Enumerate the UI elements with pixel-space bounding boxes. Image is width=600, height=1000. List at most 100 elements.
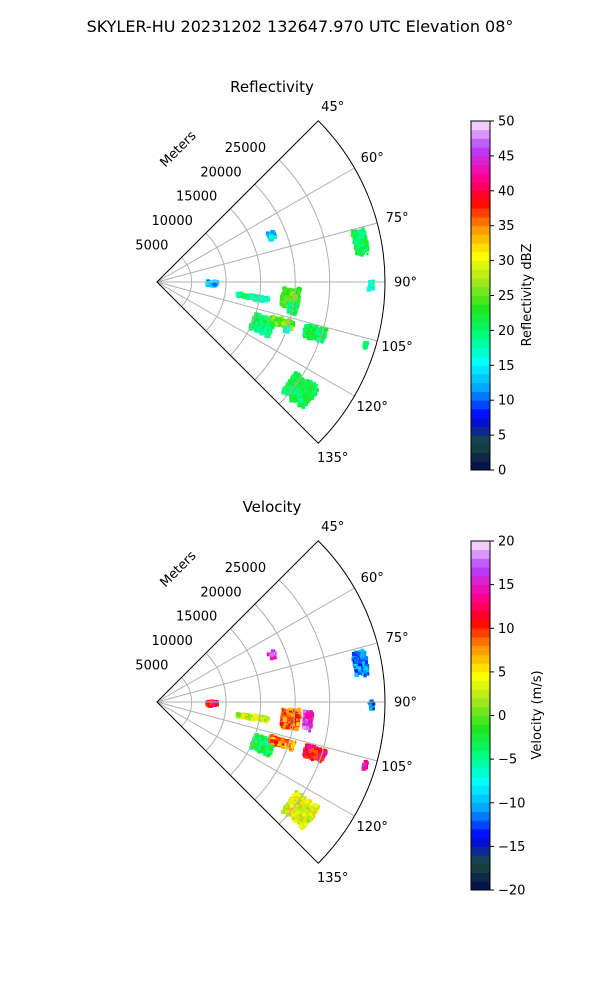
range-tick-label: 5000 bbox=[135, 239, 168, 254]
echo-gate bbox=[362, 766, 367, 771]
range-tick-label: 20000 bbox=[200, 165, 241, 180]
echo-gate bbox=[369, 283, 372, 286]
colorbar-segment bbox=[471, 138, 490, 148]
echo-region bbox=[301, 709, 315, 733]
azimuth-tick-label: 120° bbox=[357, 400, 388, 415]
echo-gate bbox=[372, 703, 375, 706]
echo-gate bbox=[302, 826, 306, 829]
echo-gate bbox=[297, 395, 300, 398]
echo-gate bbox=[206, 704, 209, 707]
echo-gate bbox=[363, 345, 368, 349]
echo-gate bbox=[263, 319, 268, 324]
echo-gate bbox=[285, 319, 290, 325]
echo-region bbox=[281, 371, 319, 409]
echo-gate bbox=[283, 711, 287, 715]
colorbar-segment bbox=[471, 863, 490, 873]
echo-gate bbox=[254, 325, 258, 328]
colorbar-tick-label: 0 bbox=[498, 464, 506, 479]
echo-gate bbox=[289, 319, 294, 324]
echo-gate bbox=[294, 812, 299, 816]
colorbar-segment bbox=[471, 811, 490, 821]
colorbar-segment bbox=[471, 260, 490, 270]
echo-gate bbox=[263, 329, 268, 334]
echo-region bbox=[351, 648, 370, 678]
echo-gate bbox=[250, 715, 253, 719]
colorbar-segment bbox=[471, 698, 490, 708]
echo-gate bbox=[360, 245, 365, 250]
echo-gate bbox=[311, 751, 316, 756]
echo-gate bbox=[249, 745, 254, 750]
echo-gate bbox=[294, 708, 298, 712]
echo-gate bbox=[273, 656, 277, 660]
polar-grid bbox=[156, 120, 386, 444]
echo-gate bbox=[288, 707, 293, 712]
echo-gate bbox=[291, 374, 296, 379]
echo-gate bbox=[255, 742, 260, 747]
figure-suptitle: SKYLER-HU 20231202 132647.970 UTC Elevat… bbox=[87, 17, 514, 36]
echo-gate bbox=[302, 333, 305, 336]
colorbar-segment bbox=[471, 558, 490, 568]
echo-gate bbox=[255, 733, 258, 737]
echo-gate bbox=[298, 403, 304, 408]
azimuth-gridline bbox=[156, 281, 355, 397]
polar-grid bbox=[156, 540, 386, 864]
echo-gate bbox=[263, 716, 266, 720]
colorbar-segment bbox=[471, 645, 490, 655]
echo-gate bbox=[305, 812, 310, 817]
colorbar-segment bbox=[471, 750, 490, 760]
echo-gate bbox=[295, 799, 299, 803]
echo-gate bbox=[269, 317, 272, 321]
colorbar-segment bbox=[471, 417, 490, 427]
colorbar-segment bbox=[471, 636, 490, 647]
echo-gate bbox=[318, 327, 323, 333]
echo-gate bbox=[281, 302, 286, 307]
echo-gate bbox=[364, 340, 370, 346]
colorbar-tick-label: −20 bbox=[498, 884, 525, 899]
echo-gate bbox=[312, 803, 316, 807]
echo-gate bbox=[260, 324, 264, 327]
echo-gate bbox=[296, 800, 301, 805]
echo-gate bbox=[276, 737, 280, 741]
echo-gate bbox=[252, 323, 256, 327]
range-tick-label: 25000 bbox=[225, 561, 266, 576]
echo-gate bbox=[306, 393, 310, 397]
echo-gate bbox=[281, 295, 285, 299]
echo-gate bbox=[269, 238, 272, 241]
azimuth-gridline bbox=[156, 167, 355, 283]
echo-gate bbox=[297, 400, 302, 405]
colorbar-segment bbox=[471, 190, 490, 200]
echo-gate bbox=[282, 288, 286, 292]
echo-gate bbox=[309, 389, 312, 392]
echo-gate bbox=[265, 297, 270, 302]
colorbar-segment bbox=[471, 794, 490, 804]
echo-gate bbox=[363, 764, 368, 770]
echo-gate bbox=[307, 805, 312, 810]
echo-gate bbox=[321, 335, 325, 339]
echo-gate bbox=[265, 719, 268, 722]
panel-title: Reflectivity bbox=[230, 78, 314, 96]
colorbar-tick-label: 20 bbox=[498, 324, 515, 339]
echo-gate bbox=[308, 335, 314, 341]
colorbar-segment bbox=[471, 391, 490, 401]
range-tick-label: 15000 bbox=[176, 610, 217, 625]
echo-gate bbox=[354, 672, 359, 677]
colorbar-segment bbox=[471, 680, 490, 690]
echo-gate bbox=[300, 377, 304, 381]
echo-region bbox=[286, 301, 300, 316]
echo-gate bbox=[358, 230, 362, 234]
echo-gate bbox=[297, 393, 300, 396]
colorbar-tick-label: −15 bbox=[498, 840, 525, 855]
colorbar-segment bbox=[471, 243, 490, 253]
echo-gate bbox=[353, 230, 356, 234]
echo-gate bbox=[303, 382, 306, 385]
echo-gate bbox=[269, 320, 273, 324]
echo-gate bbox=[270, 229, 274, 234]
range-tick-label: 5000 bbox=[135, 659, 168, 674]
echo-gate bbox=[236, 713, 241, 718]
echo-gate bbox=[209, 282, 212, 285]
echo-gate bbox=[254, 739, 258, 743]
echo-gate bbox=[299, 374, 302, 377]
echo-gate bbox=[299, 393, 303, 397]
echo-gate bbox=[289, 325, 294, 330]
echo-gate bbox=[289, 806, 292, 810]
